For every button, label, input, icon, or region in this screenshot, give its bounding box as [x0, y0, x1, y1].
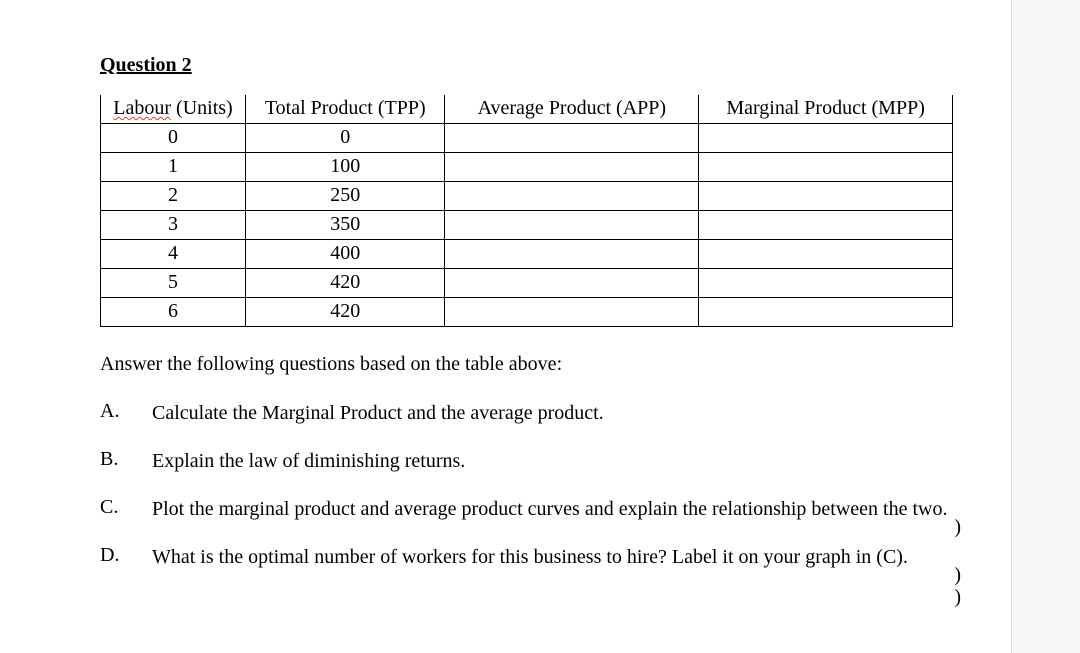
item-label: C.	[100, 496, 152, 519]
table-row: 4400	[101, 240, 953, 269]
table-cell: 250	[246, 182, 445, 211]
table-row: 5420	[101, 269, 953, 298]
col-header-app: Average Product (APP)	[445, 95, 699, 124]
production-table: Labour (Units) Total Product (TPP) Avera…	[100, 95, 953, 327]
item-text: Plot the marginal product and average pr…	[152, 496, 953, 522]
spellcheck-word: Labour	[113, 97, 171, 119]
question-item: B.Explain the law of diminishing returns…	[100, 448, 953, 474]
table-row: 6420	[101, 298, 953, 327]
table-cell	[445, 124, 699, 153]
col-header-tpp: Total Product (TPP)	[246, 95, 445, 124]
table-cell	[445, 182, 699, 211]
item-text: Explain the law of diminishing returns.	[152, 448, 953, 474]
table-cell: 100	[246, 153, 445, 182]
item-label: B.	[100, 448, 152, 471]
table-cell: 420	[246, 298, 445, 327]
table-cell	[699, 182, 953, 211]
table-cell	[445, 211, 699, 240]
table-row: 00	[101, 124, 953, 153]
table-cell: 2	[101, 182, 246, 211]
table-cell: 3	[101, 211, 246, 240]
table-cell: 6	[101, 298, 246, 327]
table-body: 00110022503350440054206420	[101, 124, 953, 327]
lead-text: Answer the following questions based on …	[100, 353, 953, 376]
table-cell	[699, 240, 953, 269]
table-cell: 420	[246, 269, 445, 298]
table-cell: 0	[246, 124, 445, 153]
marks-paren: )	[954, 564, 961, 587]
table-cell: 400	[246, 240, 445, 269]
editor-gutter	[1012, 0, 1080, 653]
table-cell	[699, 298, 953, 327]
table-header-row: Labour (Units) Total Product (TPP) Avera…	[101, 95, 953, 124]
item-text: What is the optimal number of workers fo…	[152, 544, 953, 570]
table-cell: 1	[101, 153, 246, 182]
question-item: D.What is the optimal number of workers …	[100, 544, 953, 570]
table-cell	[445, 153, 699, 182]
table-cell	[699, 269, 953, 298]
item-text: Calculate the Marginal Product and the a…	[152, 400, 953, 426]
marks-paren: )	[954, 586, 961, 609]
table-cell: 0	[101, 124, 246, 153]
item-label: A.	[100, 400, 152, 423]
table-cell	[445, 240, 699, 269]
table-cell	[699, 124, 953, 153]
table-cell	[445, 269, 699, 298]
table-cell: 5	[101, 269, 246, 298]
document-page: Question 2 Labour (Units) Total Product …	[0, 0, 1012, 653]
table-cell	[445, 298, 699, 327]
col-header-labour: Labour (Units)	[101, 95, 246, 124]
marks-paren: )	[954, 516, 961, 539]
table-cell: 350	[246, 211, 445, 240]
table-row: 1100	[101, 153, 953, 182]
table-row: 3350	[101, 211, 953, 240]
question-item: A.Calculate the Marginal Product and the…	[100, 400, 953, 426]
question-item: C.Plot the marginal product and average …	[100, 496, 953, 522]
col-header-mpp: Marginal Product (MPP)	[699, 95, 953, 124]
table-cell: 4	[101, 240, 246, 269]
question-heading: Question 2	[100, 54, 953, 77]
table-cell	[699, 211, 953, 240]
question-list: A.Calculate the Marginal Product and the…	[100, 400, 953, 570]
table-row: 2250	[101, 182, 953, 211]
item-label: D.	[100, 544, 152, 567]
table-cell	[699, 153, 953, 182]
